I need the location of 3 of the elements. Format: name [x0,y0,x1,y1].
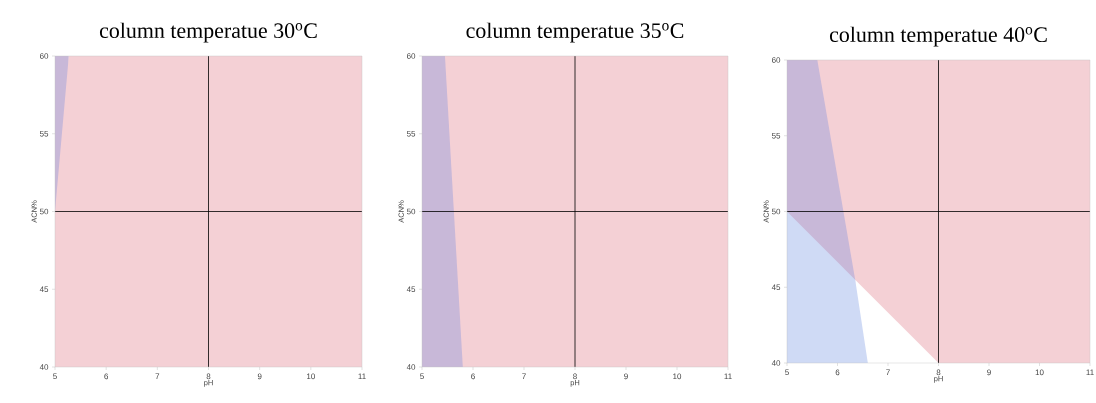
chart-title: column temperatue 30$^{o}$C [99,22,317,43]
chart-title: column temperatue 40$^{o}$C [829,26,1047,47]
chart-title: column temperatue 35$^{o}$C [466,22,684,43]
